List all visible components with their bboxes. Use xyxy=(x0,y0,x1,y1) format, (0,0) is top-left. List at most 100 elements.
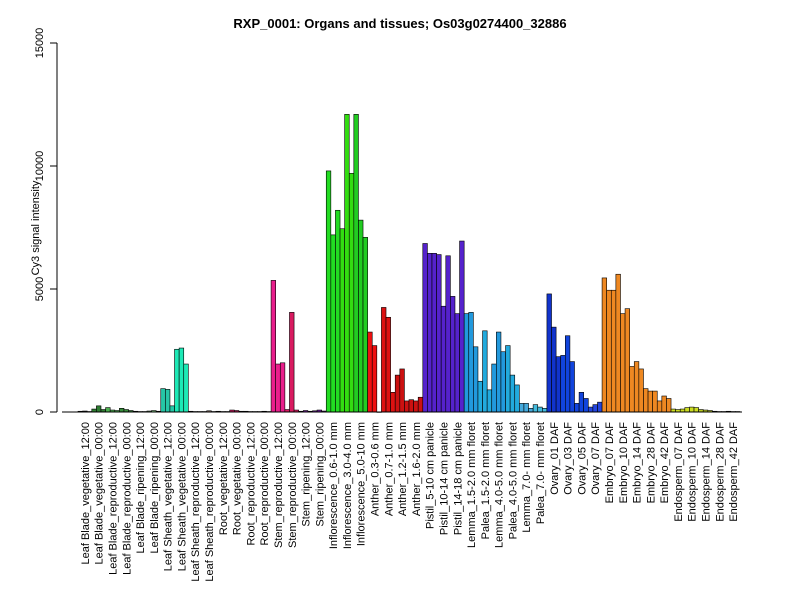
x-tick-label: Anther_1.6-2.0 mm xyxy=(411,422,423,516)
bar xyxy=(505,345,511,413)
bar xyxy=(666,398,672,413)
bar xyxy=(119,408,125,413)
bar xyxy=(514,384,520,413)
x-tick-label: Embryo_28 DAF xyxy=(645,422,657,504)
bar xyxy=(417,396,424,413)
chart-title: RXP_0001: Organs and tissues; Os03g02744… xyxy=(233,16,566,31)
x-tick-label: Leaf Sheath_reproductive_12:00 xyxy=(190,422,202,582)
x-tick-label: Ovary_05 DAF xyxy=(576,422,588,495)
y-tick-label: 15000 xyxy=(34,28,46,59)
x-tick-label: Leaf Sheath_vegetative_00:00 xyxy=(176,422,188,571)
bar xyxy=(330,234,336,413)
x-tick-label: Leaf Blade_vegetative_00:00 xyxy=(94,422,106,565)
x-tick-label: Stem_ripening_00:00 xyxy=(314,422,326,527)
bar xyxy=(445,255,451,413)
bar xyxy=(652,390,658,413)
bar xyxy=(404,400,410,413)
bar xyxy=(542,408,548,413)
x-tick-label: Embryo_42 DAF xyxy=(659,422,671,504)
bar xyxy=(348,173,355,413)
x-tick-label: Root_reproductive_12:00 xyxy=(245,422,257,546)
bar xyxy=(160,388,166,413)
bar xyxy=(482,330,488,413)
bar xyxy=(279,362,286,413)
bar xyxy=(597,401,603,413)
bar xyxy=(362,237,368,413)
x-tick-label: Anther_1.2-1.5 mm xyxy=(397,422,409,516)
x-tick-label: Ovary_07 DAF xyxy=(590,422,602,495)
bar xyxy=(519,403,525,413)
bar xyxy=(638,368,644,413)
bar xyxy=(684,407,690,413)
bar xyxy=(367,331,373,413)
bar xyxy=(270,280,276,413)
y-axis-label: Cy3 signal intensity xyxy=(30,180,42,275)
bar xyxy=(477,380,483,413)
bar xyxy=(569,361,575,413)
x-tick-label: Embryo_10 DAF xyxy=(618,422,630,504)
bar xyxy=(390,392,396,413)
bar xyxy=(551,326,557,413)
bar xyxy=(463,313,470,413)
bar xyxy=(537,406,543,413)
x-tick-label: Endosperm_10 DAF xyxy=(687,422,699,522)
bar xyxy=(174,348,180,413)
y-tick-label: 5000 xyxy=(34,277,46,301)
x-tick-label: Leaf Blade_ripening_00:00 xyxy=(149,422,161,554)
bar xyxy=(601,277,607,413)
bar xyxy=(473,346,479,413)
bar xyxy=(643,388,649,413)
x-tick-label: Endosperm_28 DAF xyxy=(714,422,726,522)
bar xyxy=(629,366,635,413)
bar xyxy=(574,403,580,413)
x-tick-label: Root_vegetative_12:00 xyxy=(218,422,230,535)
bar xyxy=(555,356,562,413)
bar xyxy=(394,374,401,413)
bar xyxy=(610,289,617,413)
x-tick-label: Leaf Sheath_vegetative_12:00 xyxy=(163,422,175,571)
bar xyxy=(431,253,437,413)
x-tick-label: Lemma_4.0-5.0 mm floret xyxy=(494,422,506,548)
bar xyxy=(325,170,332,413)
bar xyxy=(450,296,456,413)
x-axis: Leaf Blade_vegetative_12:00 Leaf Blade_ve… xyxy=(62,411,742,582)
x-tick-label: Stem_reproductive_12:00 xyxy=(273,422,285,548)
x-tick-label: Leaf Blade_reproductive_12:00 xyxy=(107,422,119,575)
bar xyxy=(615,273,621,413)
bar xyxy=(583,398,589,413)
bar xyxy=(169,405,175,413)
bar xyxy=(486,389,493,413)
x-tick-label: Leaf Blade_vegetative_12:00 xyxy=(80,422,92,565)
bar xyxy=(353,114,359,413)
bar xyxy=(500,351,506,413)
x-tick-label: Endosperm_07 DAF xyxy=(673,422,685,522)
bar xyxy=(606,289,612,413)
bar xyxy=(624,308,630,413)
x-tick-label: Root_reproductive_00:00 xyxy=(259,422,271,546)
x-tick-label: Embryo_07 DAF xyxy=(604,422,616,504)
x-tick-label: Pistil_5-10 cm panicle xyxy=(425,422,437,529)
bar xyxy=(381,307,387,413)
bar xyxy=(289,312,295,413)
x-tick-label: Anther_0.3-0.6 mm xyxy=(370,422,382,516)
y-axis: 0 5000 10000 15000 xyxy=(34,28,58,415)
x-tick-label: Leaf Sheath_reproductive_00:00 xyxy=(204,422,216,582)
bar xyxy=(344,114,350,413)
x-tick-label: Lemma_7.0- mm floret xyxy=(521,422,533,533)
bar xyxy=(440,305,447,413)
bar xyxy=(183,363,189,413)
bar xyxy=(633,361,640,413)
bar xyxy=(592,404,598,413)
bars xyxy=(77,114,741,413)
x-tick-label: Inflorescence_0.6-1.0 mm xyxy=(328,422,340,549)
bar xyxy=(371,345,378,413)
bar xyxy=(560,355,566,413)
bar xyxy=(436,254,442,413)
bar xyxy=(339,228,345,413)
x-tick-label: Ovary_01 DAF xyxy=(549,422,561,495)
y-tick-label: 0 xyxy=(34,409,46,415)
bar xyxy=(459,240,465,413)
bar xyxy=(454,313,460,413)
bar xyxy=(165,389,171,413)
